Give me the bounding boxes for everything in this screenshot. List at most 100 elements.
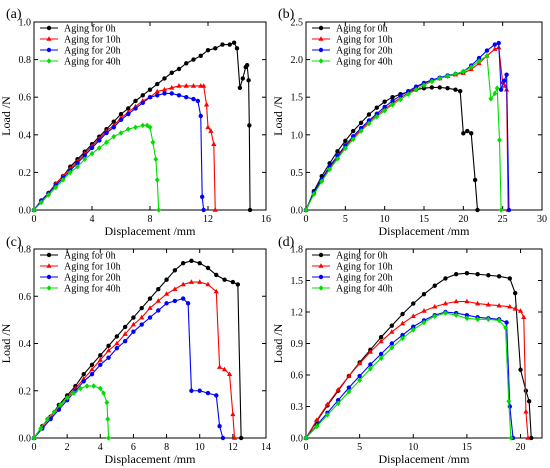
data-point	[382, 99, 387, 104]
data-point	[176, 83, 182, 88]
data-point	[343, 138, 348, 144]
data-point	[96, 145, 102, 151]
data-point	[496, 302, 502, 308]
data-point	[231, 435, 238, 440]
data-point	[453, 272, 459, 277]
series-line	[305, 46, 509, 211]
data-point	[139, 322, 144, 327]
y-axis-label: Load /N	[0, 323, 13, 363]
data-point	[335, 386, 341, 392]
data-point	[504, 72, 509, 77]
data-point	[374, 113, 380, 120]
data-point	[31, 207, 37, 213]
series-line	[305, 42, 510, 211]
x-tick-label: 15	[462, 442, 472, 453]
y-tick-label: 1.8	[291, 245, 304, 256]
legend-marker	[318, 47, 324, 53]
data-point	[130, 321, 137, 327]
data-point	[246, 78, 251, 83]
x-tick-label: 2	[65, 442, 70, 453]
panel-label: (b)	[278, 7, 295, 22]
data-point	[122, 324, 128, 330]
y-tick-label: 0.0	[291, 206, 304, 217]
data-point	[205, 390, 211, 396]
data-point	[201, 83, 207, 88]
data-point	[342, 145, 348, 152]
data-point	[188, 279, 195, 284]
series-1	[31, 258, 244, 441]
data-point	[78, 385, 83, 392]
series-3	[31, 296, 226, 441]
series-2	[31, 83, 218, 212]
data-point	[133, 106, 138, 111]
data-point	[75, 160, 80, 166]
data-point	[324, 401, 331, 407]
data-point	[71, 390, 77, 396]
data-point	[200, 194, 205, 200]
y-tick-label: 1.0	[291, 130, 304, 141]
data-point	[213, 288, 219, 294]
data-point	[421, 319, 427, 326]
data-point	[389, 329, 395, 334]
data-point	[133, 124, 138, 131]
data-point	[221, 366, 228, 372]
data-point	[176, 93, 182, 98]
y-tick-label: 0.6	[19, 292, 32, 303]
data-point	[201, 207, 206, 213]
data-point	[189, 388, 194, 393]
data-point	[526, 399, 532, 404]
data-point	[89, 362, 95, 367]
data-point	[82, 153, 87, 158]
data-point	[64, 395, 70, 401]
series-line	[33, 281, 236, 439]
x-tick-label: 5	[357, 442, 362, 453]
x-tick-label: 15	[419, 214, 429, 225]
data-point	[508, 435, 514, 441]
data-point	[222, 277, 227, 282]
data-point	[445, 73, 450, 79]
data-point	[335, 149, 340, 154]
data-point	[169, 91, 174, 96]
data-point	[81, 379, 86, 384]
y-tick-label: 0.2	[19, 386, 32, 397]
data-point	[161, 86, 168, 92]
y-axis-label: Load /N	[271, 323, 285, 363]
data-point	[172, 286, 178, 291]
data-point	[429, 85, 435, 90]
data-point	[140, 100, 145, 106]
data-point	[366, 120, 372, 127]
x-tick-label: 0	[304, 442, 309, 453]
data-point	[475, 272, 480, 277]
data-point	[220, 435, 226, 441]
data-point	[197, 279, 203, 284]
data-point	[31, 435, 37, 441]
data-point	[475, 207, 480, 213]
data-point	[346, 385, 352, 390]
data-point	[118, 111, 124, 117]
legend-marker	[318, 36, 324, 41]
legend-label: Aging for 40h	[336, 57, 393, 68]
data-point	[98, 362, 103, 367]
y-tick-label: 0.3	[291, 402, 304, 413]
data-point	[507, 276, 513, 281]
legend-label: Aging for 40h	[64, 57, 121, 68]
data-point	[185, 301, 191, 306]
legend-marker	[318, 263, 324, 268]
data-point	[126, 111, 131, 117]
x-tick-label: 5	[343, 214, 348, 225]
data-point	[460, 68, 466, 75]
data-point	[507, 404, 513, 409]
data-point	[357, 373, 362, 379]
data-point	[410, 327, 416, 333]
data-point	[237, 85, 243, 91]
data-point	[139, 305, 144, 311]
legend-marker	[318, 285, 324, 291]
x-axis-label: Displacement /mm	[379, 452, 471, 466]
data-point	[114, 346, 120, 351]
data-point	[155, 298, 161, 303]
data-point	[327, 166, 332, 173]
data-point	[122, 338, 128, 344]
data-point	[162, 91, 167, 96]
data-point	[512, 306, 518, 311]
data-point	[453, 298, 459, 304]
